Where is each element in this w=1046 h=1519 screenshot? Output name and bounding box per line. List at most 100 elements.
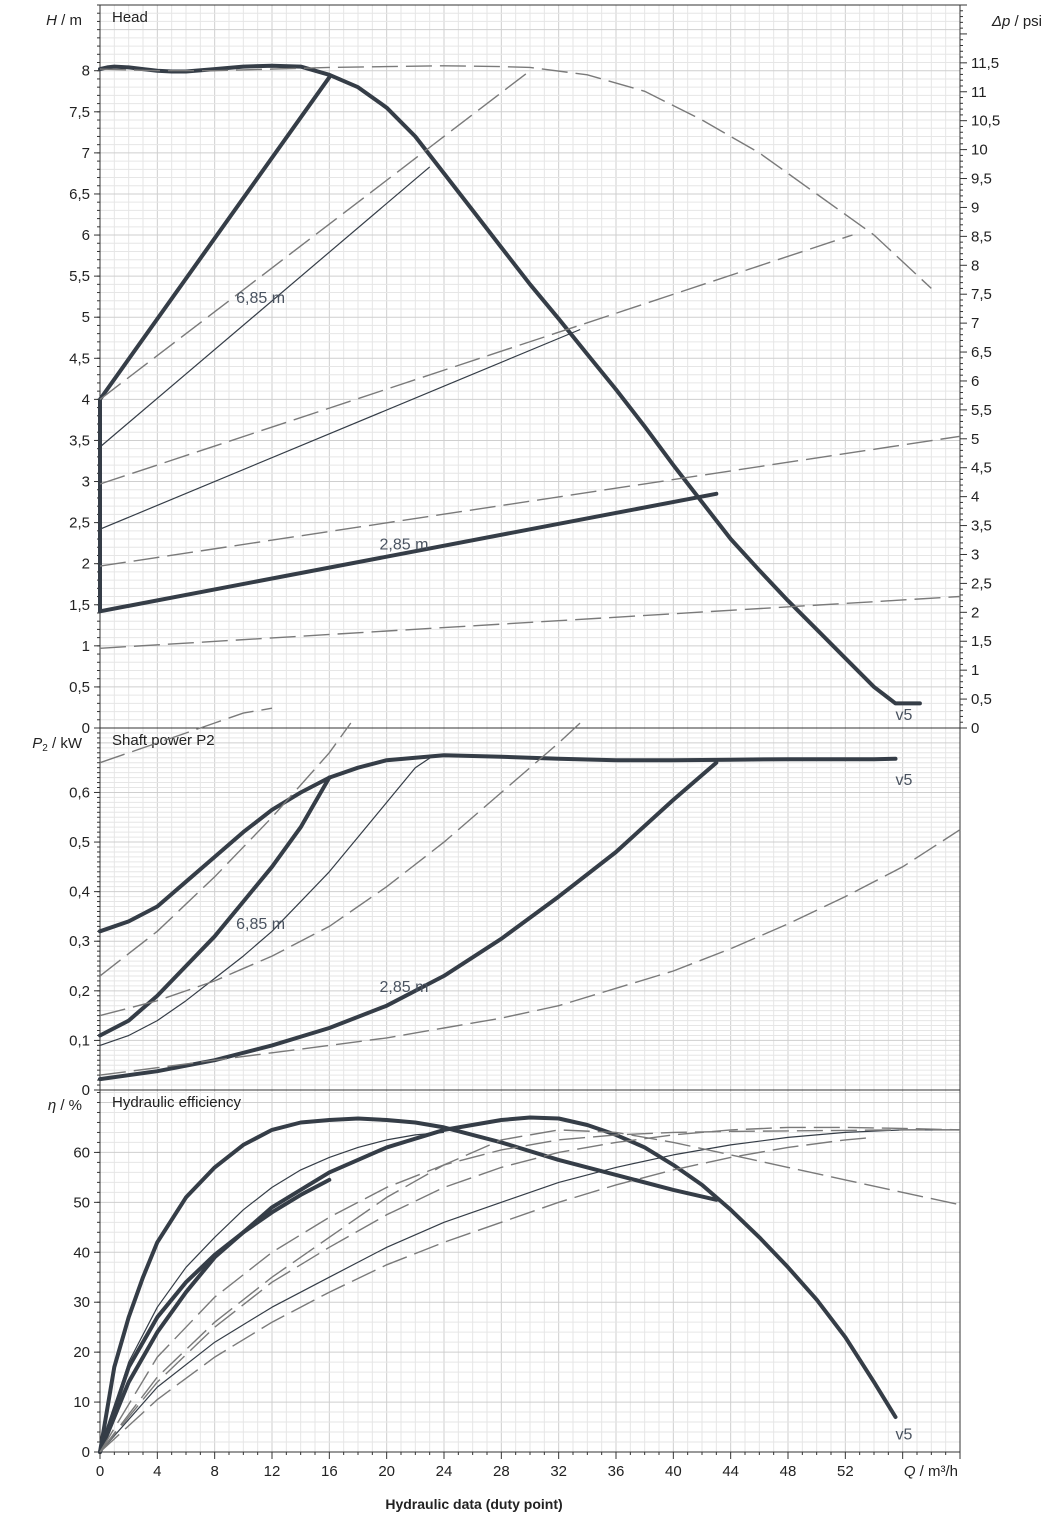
head-right-y-tick-label: 4 xyxy=(971,489,979,506)
x-tick-label: 12 xyxy=(264,1463,281,1480)
head-y-tick-label: 0,5 xyxy=(69,679,90,696)
head-y-tick-label: 6 xyxy=(82,227,90,244)
power-curve-label: 2,85 m xyxy=(380,979,429,996)
head-right-y-tick-label: 6,5 xyxy=(971,344,992,361)
head-y-tick-label: 4,5 xyxy=(69,350,90,367)
head-right-y-tick-label: 6 xyxy=(971,373,979,390)
x-axis-symbol: Q xyxy=(904,1463,916,1480)
head-right-y-tick-label: 10,5 xyxy=(971,113,1000,130)
head-curve-label: 2,85 m xyxy=(380,537,429,554)
right-y-axis-symbol: Δp xyxy=(991,13,1010,30)
head-y-tick-label: 5,5 xyxy=(69,268,90,285)
x-tick-label: 4 xyxy=(153,1463,161,1480)
y-axis-unit: / kW xyxy=(48,735,83,752)
efficiency-y-tick-label: 60 xyxy=(73,1144,90,1161)
power-curve-7-dash xyxy=(99,722,352,977)
power-y-tick-label: 0,3 xyxy=(69,933,90,950)
efficiency-y-tick-label: 30 xyxy=(73,1294,90,1311)
efficiency-curve-2-thick xyxy=(98,1177,332,1454)
head-right-y-tick-label: 11 xyxy=(971,84,987,101)
efficiency-y-tick-label: 10 xyxy=(73,1394,90,1411)
power-curve-5-dash xyxy=(99,829,961,1076)
power-curve-3-thin xyxy=(99,754,435,1046)
head-right-y-tick-label: 0,5 xyxy=(971,691,992,708)
power-y-tick-label: 0,5 xyxy=(69,834,90,851)
head-curve-3-thin xyxy=(99,166,431,448)
power-panel: 0 0,1 0,2 0,3 0,4 0,5 0,6 P2 / kW Shaft power P2… xyxy=(32,707,961,1099)
head-curve-2-thick xyxy=(98,491,719,614)
y-axis-symbol: η xyxy=(48,1097,56,1114)
head-curve-0-thick xyxy=(98,63,922,706)
head-y-axis-label: H / m xyxy=(46,12,82,29)
head-y-tick-label: 2 xyxy=(82,556,90,573)
power-y-tick-label: 0 xyxy=(82,1082,90,1099)
efficiency-series-group xyxy=(98,1115,961,1454)
efficiency-curve-7-dash xyxy=(99,1136,875,1453)
head-curve-6-dash xyxy=(99,70,531,400)
head-y-tick-label: 3 xyxy=(82,474,90,491)
x-tick-label: 40 xyxy=(665,1463,682,1480)
head-right-y-tick-label: 11,5 xyxy=(971,55,999,72)
power-y-tick-label: 0,6 xyxy=(69,784,90,801)
efficiency-y-tick-label: 50 xyxy=(73,1194,90,1211)
x-tick-label: 48 xyxy=(780,1463,797,1480)
head-right-y-tick-label: 5 xyxy=(971,431,979,448)
head-y-tick-label: 5 xyxy=(82,309,90,326)
power-y-tick-label: 0,2 xyxy=(69,983,90,1000)
efficiency-y-tick-label: 0 xyxy=(82,1444,90,1461)
head-panel: 00,511,522,533,544,555,566,577,5800,511,… xyxy=(46,4,1042,737)
head-right-y-tick-label: 1 xyxy=(971,662,979,679)
y-axis-symbol: H xyxy=(46,12,57,29)
head-curve-label: 6,85 m xyxy=(236,290,285,307)
power-curve-1-thick xyxy=(98,775,332,1038)
efficiency-curve-8-dash xyxy=(99,1126,961,1453)
head-right-y-tick-label: 9,5 xyxy=(971,171,992,188)
x-tick-label: 16 xyxy=(321,1463,338,1480)
head-y-tick-label: 0 xyxy=(82,720,90,737)
power-y-axis-label: P2 / kW xyxy=(32,735,83,754)
x-tick-label: 28 xyxy=(493,1463,510,1480)
head-panel-title: Head xyxy=(112,9,148,26)
head-right-y-tick-label: 4,5 xyxy=(971,460,992,477)
head-right-y-tick-label: 9 xyxy=(971,199,979,216)
efficiency-y-tick-label: 40 xyxy=(73,1244,90,1261)
power-curve-label: v5 xyxy=(896,772,913,789)
head-right-y-tick-label: 3,5 xyxy=(971,518,992,535)
efficiency-curve-0-thick xyxy=(98,1116,719,1454)
x-tick-label: 20 xyxy=(378,1463,395,1480)
y-axis-unit: / m xyxy=(57,12,82,29)
head-y-tick-label: 4 xyxy=(82,391,90,408)
x-tick-label: 32 xyxy=(550,1463,567,1480)
y-axis-symbol: P xyxy=(32,735,42,752)
head-right-y-tick-label: 7,5 xyxy=(971,286,992,303)
efficiency-y-axis-label: η / % xyxy=(48,1097,82,1114)
power-y-tick-label: 0,1 xyxy=(69,1032,90,1049)
head-curve-5-dash xyxy=(99,65,932,289)
efficiency-y-tick-label: 20 xyxy=(73,1344,90,1361)
head-curve-7-dash xyxy=(99,234,853,485)
y-axis-subscript: 2 xyxy=(42,743,48,754)
head-y-tick-label: 3,5 xyxy=(69,432,90,449)
right-y-axis-unit: / psi xyxy=(1010,13,1042,30)
head-right-y-tick-label: 2,5 xyxy=(971,575,992,592)
x-axis-title: Hydraulic data (duty point) xyxy=(385,1496,562,1512)
efficiency-curve-5-dash xyxy=(99,1129,960,1453)
head-curve-label: v5 xyxy=(896,707,913,724)
head-curve-9-dash xyxy=(99,595,961,649)
head-right-y-tick-label: 7 xyxy=(971,315,979,332)
x-axis-label: Q / m³/h xyxy=(904,1463,958,1480)
efficiency-curve-3-thin xyxy=(99,1131,445,1453)
power-curve-6-dash xyxy=(99,722,581,1017)
efficiency-curve-label: v5 xyxy=(896,1427,913,1444)
x-axis-unit: / m³/h xyxy=(915,1463,958,1480)
x-tick-label: 36 xyxy=(608,1463,625,1480)
head-y-tick-label: 1 xyxy=(82,638,90,655)
power-grid xyxy=(99,727,961,1091)
head-right-y-tick-label: 2 xyxy=(971,604,979,621)
head-series-group xyxy=(98,63,961,706)
head-right-y-tick-label: 5,5 xyxy=(971,402,992,419)
head-y-tick-label: 7,5 xyxy=(69,104,90,121)
head-right-y-tick-label: 8,5 xyxy=(971,228,992,245)
